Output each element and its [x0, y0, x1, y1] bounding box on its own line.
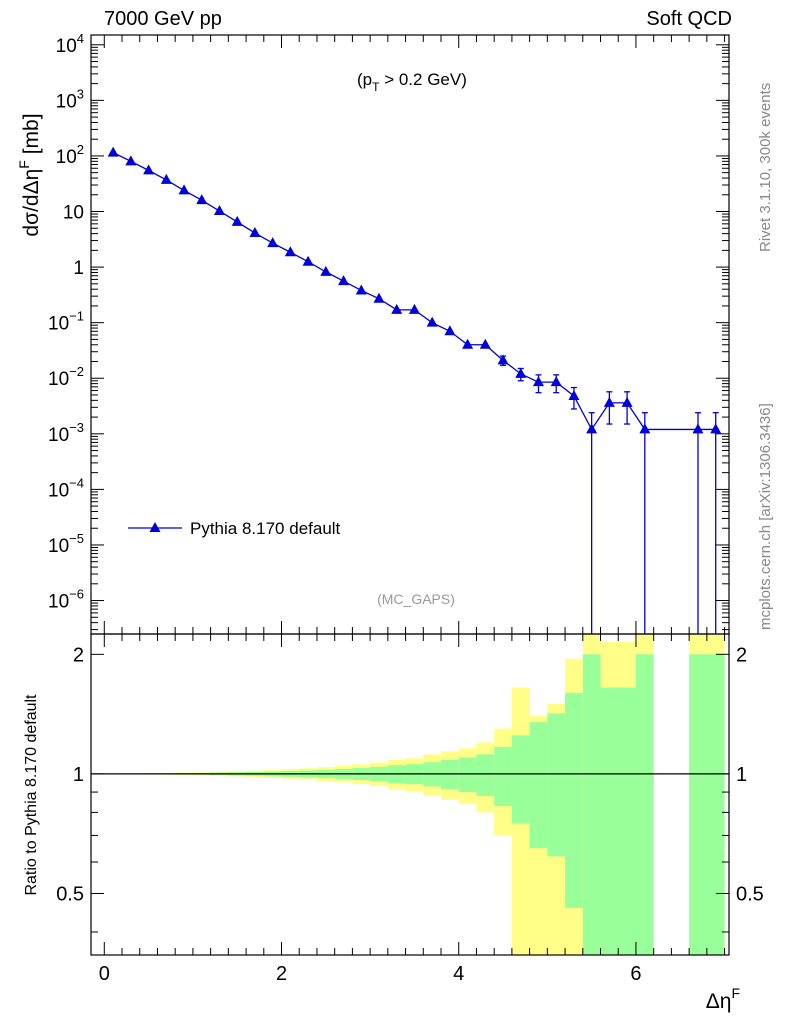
data-point-marker: [408, 303, 420, 314]
ratio-y-tick-label-right: 2: [736, 644, 747, 666]
ratio-y-axis-title: Ratio to Pythia 8.170 default: [23, 694, 40, 896]
data-point-marker: [373, 292, 385, 303]
ratio-y-tick-label-left: 0.5: [56, 883, 84, 905]
ratio-mc-error-band-inner: [476, 754, 495, 796]
ratio-mc-error-band-inner: [494, 746, 512, 807]
cut-annotation: (pT > 0.2 GeV): [357, 70, 467, 94]
data-point-marker: [178, 184, 190, 195]
data-point-marker: [621, 396, 633, 407]
series-line: [112, 151, 716, 431]
data-point-marker: [462, 338, 474, 349]
main-y-tick-label: 10−4: [48, 475, 84, 501]
data-point-marker: [426, 316, 438, 327]
ratio-mc-error-band-inner: [582, 654, 601, 955]
ratio-mc-error-band-inner: [441, 759, 459, 790]
data-point-marker: [231, 215, 243, 226]
ratio-y-tick-label-left: 2: [73, 644, 84, 666]
ratio-y-tick-label-right: 1: [736, 764, 747, 786]
data-point-marker: [125, 155, 137, 166]
main-y-tick-label: 10: [63, 203, 84, 224]
analysis-name-label: (MC_GAPS): [377, 591, 455, 607]
ratio-y-tick-label-right: 0.5: [736, 883, 764, 905]
data-point-marker: [284, 246, 296, 257]
x-tick-label: 2: [276, 963, 287, 985]
x-tick-label: 6: [630, 963, 641, 985]
data-point-marker: [143, 164, 155, 175]
legend-marker-sample: [149, 522, 161, 532]
main-y-tick-label: 1: [73, 258, 84, 279]
ratio-mc-error-band-inner: [529, 722, 548, 849]
data-point-marker: [196, 194, 208, 205]
main-plot-frame: [90, 34, 730, 635]
ratio-mc-error-band-inner: [458, 757, 477, 793]
header-energy-label: 7000 GeV pp: [104, 8, 222, 30]
data-point-marker: [213, 205, 225, 216]
x-tick-label: 4: [453, 963, 464, 985]
data-point-marker: [160, 173, 172, 184]
main-y-tick-label: 10−6: [48, 587, 84, 613]
data-point-marker: [586, 423, 598, 434]
main-y-tick-label: 104: [56, 31, 84, 57]
ratio-mc-error-band-inner: [689, 654, 725, 955]
data-point-marker: [338, 275, 350, 286]
ratio-mc-error-band-inner: [547, 713, 566, 857]
data-point-marker: [107, 146, 119, 157]
ratio-mc-error-band-inner: [635, 654, 654, 955]
data-point-marker: [692, 423, 704, 434]
data-point-marker: [302, 255, 314, 266]
main-y-tick-label: 10−3: [48, 420, 84, 446]
data-point-marker: [639, 423, 651, 434]
data-point-marker: [568, 389, 580, 400]
x-tick-label: 0: [99, 963, 110, 985]
data-point-marker: [267, 237, 279, 248]
main-y-tick-label: 103: [56, 86, 84, 112]
main-y-tick-label: 10−2: [48, 364, 84, 390]
ratio-mc-error-band-inner: [600, 687, 636, 955]
data-point-marker: [497, 354, 509, 365]
ratio-y-tick-label-left: 1: [73, 764, 84, 786]
ratio-mc-error-band-inner: [565, 692, 583, 908]
data-point-marker: [515, 367, 527, 378]
main-y-tick-label: 102: [56, 142, 84, 168]
data-point-marker: [532, 376, 544, 387]
ratio-mc-error-band-inner: [511, 735, 530, 824]
data-point-marker: [444, 325, 456, 336]
data-point-marker: [355, 284, 367, 295]
main-y-axis-title: dσ/dΔηF [mb]: [16, 113, 43, 236]
data-point-marker: [550, 376, 562, 387]
x-axis-title: ΔηF: [706, 985, 740, 1013]
legend-entry-label: Pythia 8.170 default: [190, 519, 341, 538]
main-y-tick-label: 10−5: [48, 531, 84, 557]
data-point-marker: [479, 338, 491, 349]
data-point-marker: [320, 265, 332, 276]
data-point-marker: [249, 227, 261, 238]
ratio-plot-frame: [90, 633, 730, 956]
data-point-marker: [710, 423, 722, 434]
data-point-marker: [391, 303, 403, 314]
data-point-marker: [603, 396, 615, 407]
header-process-label: Soft QCD: [646, 8, 732, 30]
main-y-tick-label: 10−1: [48, 309, 84, 335]
